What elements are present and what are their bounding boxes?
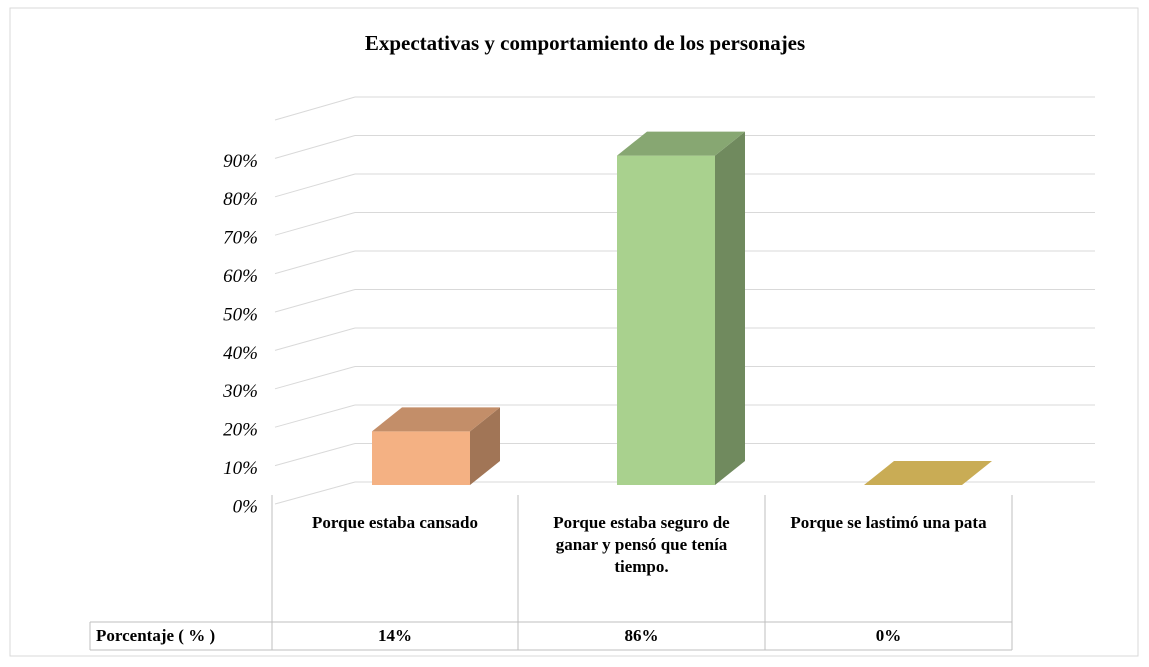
grid-line [274,327,356,351]
bar [864,461,992,485]
bar-top [617,131,745,156]
bar-side [715,131,745,485]
y-tick-label: 90% [223,151,258,172]
y-tick-label: 30% [222,381,258,402]
bar-top [372,407,500,432]
bar [617,131,745,485]
grid-line [274,250,356,275]
y-tick-label: 80% [223,189,258,210]
grid-line [274,443,356,467]
bar-side [470,407,500,485]
y-tick-label: 70% [223,228,258,249]
x-tick-label: Porque se lastimó una pata [790,513,987,532]
wall-top [274,96,356,121]
y-tick-label: 20% [223,420,258,441]
grid-line [274,173,356,198]
x-tick-label: Porque estaba cansado [312,513,478,532]
data-label: 86% [625,626,659,645]
y-tick-label: 0% [233,496,258,517]
bar-front [617,155,715,485]
y-tick-label: 50% [223,304,258,325]
grid-line [274,289,356,313]
grid-line [274,366,356,390]
data-label: 0% [876,626,902,645]
legend-row-label: Porcentaje ( % ) [96,626,215,645]
grid-line [274,135,356,159]
grid-line [274,404,356,428]
chart-title: Expectativas y comportamiento de los per… [365,31,805,55]
y-tick-label: 60% [223,266,258,287]
bar-front [372,431,470,485]
bar [372,407,500,485]
y-tick-label: 10% [223,458,258,479]
data-label: 14% [378,626,412,645]
chart-border [9,7,1139,657]
grid-line [274,481,356,505]
grid-line [274,212,356,236]
y-tick-label: 40% [223,343,258,364]
x-tick-label: Porque estaba seguro de ganar y pensó qu… [553,513,730,576]
bar-top [864,461,992,485]
